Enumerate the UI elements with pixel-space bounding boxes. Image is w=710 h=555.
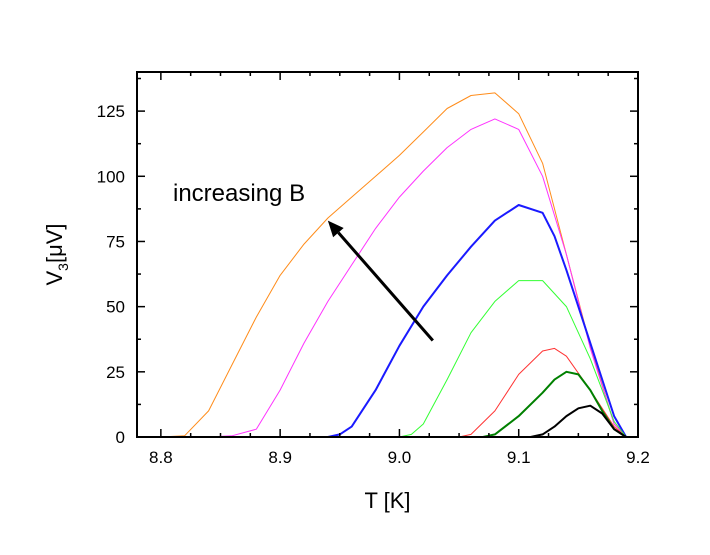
series-line-4 (137, 280, 627, 438)
x-tick-label: 8.9 (268, 448, 292, 467)
series-line-3 (137, 204, 627, 438)
x-tick-label: 9.2 (626, 448, 650, 467)
y-tick-label: 25 (106, 363, 125, 382)
plot-frame (136, 71, 639, 438)
annotation-arrow (337, 231, 434, 342)
y-axis-title-unit: [μV] (42, 223, 67, 263)
y-axis-title-subscript: 3 (55, 263, 71, 271)
series-line-7 (137, 404, 627, 438)
y-axis-title: V3[μV] (42, 223, 71, 285)
annotation-text: increasing B (173, 180, 305, 207)
y-tick-label: 100 (97, 167, 125, 186)
y-tick-label: 50 (106, 298, 125, 317)
annotation-arrowhead (327, 220, 344, 238)
series-line-6 (137, 370, 627, 438)
series-line-2 (137, 118, 627, 438)
x-tick-label: 9.1 (507, 448, 531, 467)
annotation-layer: increasing B (173, 180, 434, 342)
y-tick-label: 0 (116, 428, 125, 447)
y-tick-label: 125 (97, 102, 125, 121)
x-tick-label: 9.0 (388, 448, 412, 467)
series-line-5 (137, 347, 627, 438)
x-tick-label: 8.8 (149, 448, 173, 467)
series-line-1 (137, 92, 627, 438)
y-tick-label: 75 (106, 232, 125, 251)
y-axis-title-main: V (42, 271, 67, 286)
ticks-layer: 8.8 8.9 9.0 9.1 9.2 0 25 50 75 100 125 (97, 72, 650, 467)
series-layer (137, 92, 627, 438)
x-axis-title: T [K] (364, 488, 410, 513)
